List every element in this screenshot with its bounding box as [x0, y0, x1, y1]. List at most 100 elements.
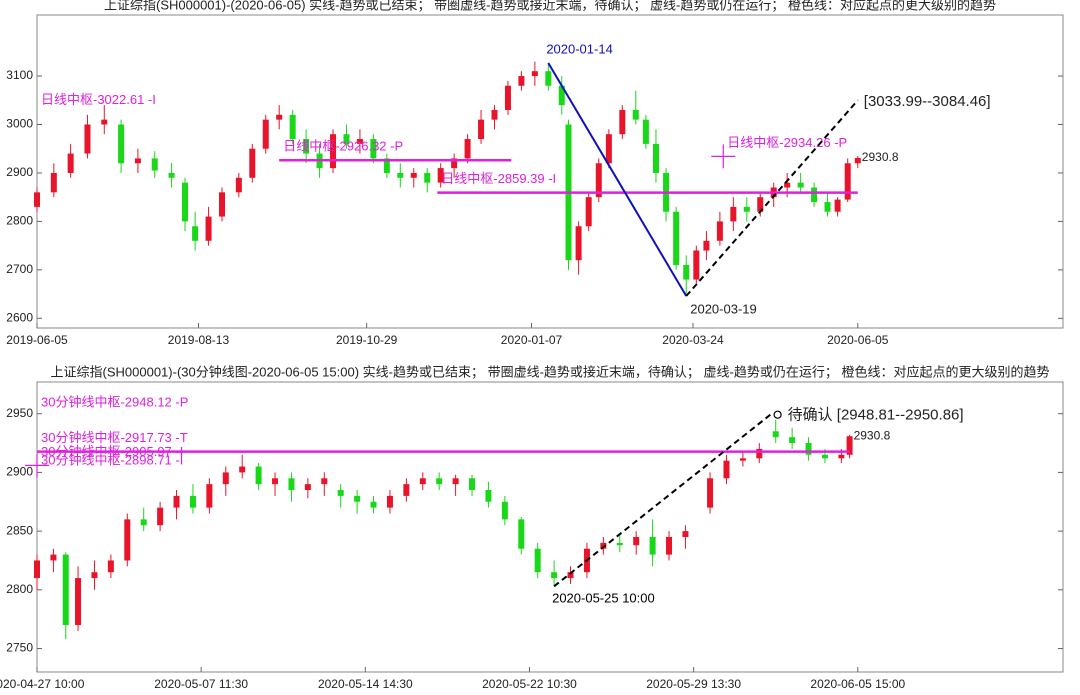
candle-body [436, 478, 443, 485]
candle-body [330, 134, 337, 169]
last-price-label: 2930.8 [862, 150, 899, 164]
candle-body [666, 536, 673, 555]
candle-body [168, 172, 175, 178]
candle-body [34, 560, 40, 579]
candle-body [91, 572, 98, 579]
candle-body [633, 536, 640, 546]
candle-body [756, 448, 763, 459]
candle-body [101, 119, 108, 125]
candle-body [205, 216, 212, 241]
candle-body [321, 478, 328, 485]
candle-body [619, 109, 626, 135]
candle-body [504, 85, 511, 110]
candle-body [485, 490, 492, 502]
candle-body [558, 85, 565, 106]
trend-line [685, 99, 859, 297]
y-tick-label: 3000 [6, 117, 33, 131]
candle-body [262, 119, 269, 149]
candle-body [239, 466, 246, 473]
candle-body [703, 240, 710, 251]
candle-body [673, 211, 680, 266]
candle-body [343, 134, 350, 144]
candle-body [834, 199, 841, 212]
trend-start-label: 2020-01-14 [546, 41, 613, 56]
x-tick-label: 2019-10-29 [336, 333, 398, 347]
candle-body [222, 472, 229, 485]
trend-end-label: [3033.99--3084.46] [864, 93, 991, 110]
candle-body [337, 490, 344, 496]
trend-line [553, 412, 773, 588]
chart-title: 上证综指(SH000001)-(30分钟线图-2020-06-05 15:00)… [51, 364, 1050, 380]
x-tick-label: 2020-01-07 [501, 333, 563, 347]
pivot-label: 30分钟线中枢-2898.71 -I [41, 452, 183, 467]
candle-body [501, 501, 508, 520]
candle-body [772, 431, 779, 438]
candle-body [575, 226, 582, 261]
trend-start-label: 2020-05-25 10:00 [552, 591, 655, 606]
candle-body [452, 478, 459, 485]
candle-body [805, 443, 812, 455]
pivot-label: 日线中枢-2859.39 -I [441, 171, 556, 186]
candle-body [739, 458, 746, 461]
candle-body [437, 168, 444, 183]
candle-body [545, 71, 552, 86]
candle-body [303, 139, 310, 154]
candle-body [370, 139, 377, 159]
candle-body [821, 454, 828, 459]
candle-body [50, 554, 57, 561]
candle-body [844, 163, 851, 200]
y-tick-label: 3100 [6, 68, 33, 82]
candle-body [797, 182, 804, 188]
candle-body [304, 484, 311, 491]
candle-body [410, 172, 417, 178]
candle-body [424, 172, 431, 183]
candle-body [534, 548, 541, 573]
x-tick-label: 2019-06-05 [6, 333, 68, 347]
candle-body [838, 454, 845, 459]
x-tick-label: 2020-05-29 13:30 [646, 677, 741, 691]
candle-body [464, 139, 471, 159]
candle-body [683, 265, 690, 280]
candle-body [356, 139, 363, 144]
candle-body [219, 192, 226, 217]
x-tick-label: 2020-04-27 10:00 [0, 677, 85, 691]
y-tick-label: 2750 [6, 641, 33, 655]
candle-body [616, 542, 623, 546]
candle-body [134, 158, 141, 164]
candle-body [67, 153, 74, 173]
candle-body [605, 134, 612, 164]
candle-body [693, 250, 700, 280]
candle-body [189, 495, 196, 508]
y-tick-label: 2700 [6, 262, 33, 276]
candle-body [34, 192, 40, 207]
y-tick-label: 2850 [6, 523, 33, 537]
candle-body [716, 221, 723, 241]
candle-body [249, 148, 256, 178]
pivot-label: 日线中枢-3022.61 -I [41, 92, 156, 107]
candle-body [789, 437, 796, 444]
y-tick-label: 2950 [6, 406, 33, 420]
candle-body [784, 182, 791, 188]
candle-body [50, 172, 57, 193]
candle-body [567, 572, 574, 579]
candle-body [743, 206, 750, 212]
candle-body [403, 484, 410, 496]
candle-body [730, 206, 737, 222]
candle-body [235, 177, 242, 193]
x-tick-label: 2020-05-07 11:30 [154, 677, 248, 691]
candle-body [531, 71, 538, 77]
candle-body [107, 560, 114, 573]
candle-body [75, 578, 82, 626]
candle-body [518, 76, 525, 86]
candle-body [386, 495, 393, 508]
candle-body [397, 172, 404, 178]
candle-body [824, 202, 831, 212]
candle-body [419, 478, 426, 485]
pivot-label: 日线中枢-2934.26 -P [727, 135, 847, 150]
y-tick-label: 2800 [6, 214, 33, 228]
candle-body [206, 484, 213, 508]
x-tick-label: 2020-05-14 14:30 [318, 677, 413, 691]
trend-end-label: 待确认 [2948.81--2950.86] [788, 407, 964, 424]
